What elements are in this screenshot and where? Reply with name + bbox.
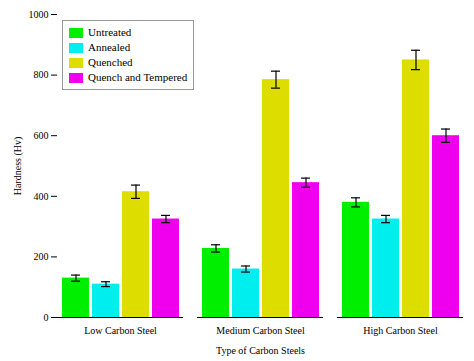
svg-text:Hardness (Hv): Hardness (Hv) [12,137,24,196]
svg-text:1000: 1000 [29,9,49,20]
svg-text:0: 0 [44,312,49,323]
svg-text:400: 400 [34,191,49,202]
html-text:Untreated: Untreated [88,26,132,38]
svg-text:High Carbon Steel: High Carbon Steel [363,325,438,336]
svg-text:Low Carbon Steel: Low Carbon Steel [84,325,157,336]
html-text:Quenched: Quenched [88,56,133,68]
svg-text:Medium Carbon Steel: Medium Carbon Steel [216,325,305,336]
html-text:Annealed: Annealed [88,41,131,53]
svg-text:Type of Carbon Steels: Type of Carbon Steels [216,345,305,356]
svg-text:600: 600 [34,130,49,141]
svg-text:800: 800 [34,69,49,80]
svg-text:200: 200 [34,251,49,262]
html-text:Quench and Tempered: Quench and Tempered [88,71,188,83]
